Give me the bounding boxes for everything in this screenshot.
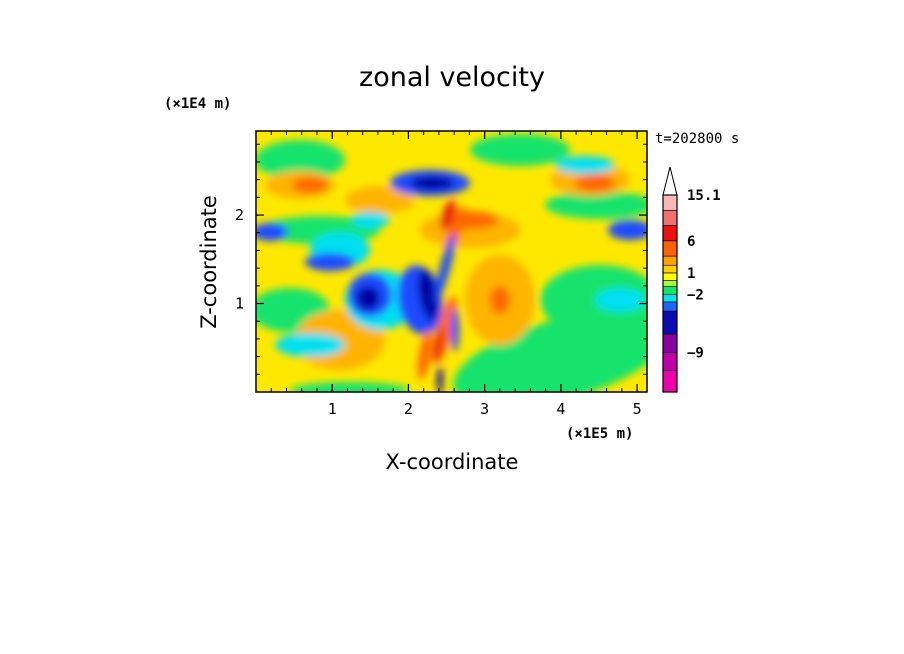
chart-title: zonal velocity <box>359 62 545 93</box>
field-blob-cyan <box>350 212 390 228</box>
x-tick-label: 3 <box>480 400 489 418</box>
field-blob-navy <box>418 269 438 321</box>
plot-axes: 1 2 3 4 5 1 2 <box>235 130 648 418</box>
field-blob-warm <box>345 186 415 214</box>
colorbar-frame <box>662 194 678 393</box>
x-tick-label: 1 <box>328 400 337 418</box>
colorbar-band <box>662 286 678 295</box>
field-blob-navy <box>437 366 443 392</box>
colorbar-band <box>662 293 678 303</box>
field-blob-green <box>290 382 410 392</box>
x-unit-label: (×1E5 m) <box>566 426 633 442</box>
field-blob-red <box>440 199 456 231</box>
colorbar-band <box>662 209 678 226</box>
time-label: t=202800 s <box>655 131 739 147</box>
field-blob-green <box>256 140 345 180</box>
x-axis-label: X-coordinate <box>386 450 519 474</box>
field-blob-navy <box>356 286 380 310</box>
y-axis-label: Z-coordinate <box>197 195 221 329</box>
field-blob-blue <box>451 308 459 352</box>
field-blob-green <box>545 191 647 219</box>
colorbar-band <box>662 240 678 257</box>
plot-frame <box>255 130 648 393</box>
colorbar-tick-label: 1 <box>687 266 695 282</box>
colorbar-band <box>662 333 678 353</box>
y-tick-label: 1 <box>235 295 244 313</box>
x-tick-label: 2 <box>404 400 413 418</box>
colorbar-band <box>662 272 678 281</box>
field-blob-cyan <box>595 288 645 312</box>
colorbar-tick-label: 15.1 <box>687 188 721 204</box>
field-blob-hot <box>490 286 510 314</box>
colorbar-band <box>662 280 678 287</box>
field-blob-cyan <box>275 333 345 357</box>
field-blob-hot <box>292 177 328 193</box>
field-blob-green <box>470 134 570 166</box>
field-blob-green <box>453 312 647 392</box>
field-blob-blue <box>608 220 647 240</box>
colorbar: 15.1 6 1 −2 −9 <box>662 166 721 393</box>
colorbar-tick-label: 6 <box>687 234 695 250</box>
field-blob-cyan <box>555 156 615 174</box>
field-blob-blue <box>305 253 355 271</box>
colorbar-band <box>662 264 678 274</box>
colorbar-band <box>662 194 678 211</box>
colorbar-band <box>662 370 678 393</box>
colorbar-extend-max <box>662 166 678 196</box>
field-blob-hot <box>417 330 433 380</box>
contour-field <box>256 131 647 392</box>
y-tick-label: 2 <box>235 206 244 224</box>
y-unit-label: (×1E4 m) <box>164 96 231 112</box>
field-blob-red <box>432 327 444 363</box>
field-blob-green <box>540 265 647 335</box>
colorbar-tick-label: −2 <box>687 287 704 303</box>
colorbar-band <box>662 255 678 266</box>
colorbar-band <box>662 310 678 335</box>
colorbar-band <box>662 301 678 312</box>
colorbar-tick-label: −9 <box>687 345 704 361</box>
colorbar-band <box>662 225 678 242</box>
field-blob-navy <box>410 176 454 190</box>
x-tick-label: 4 <box>556 400 565 418</box>
field-blobs <box>256 134 647 392</box>
field-blob-blue <box>434 234 456 302</box>
field-blob-hot <box>575 174 615 192</box>
field-blob-blue <box>256 223 288 241</box>
x-tick-label: 5 <box>633 400 642 418</box>
colorbar-band <box>662 351 678 371</box>
